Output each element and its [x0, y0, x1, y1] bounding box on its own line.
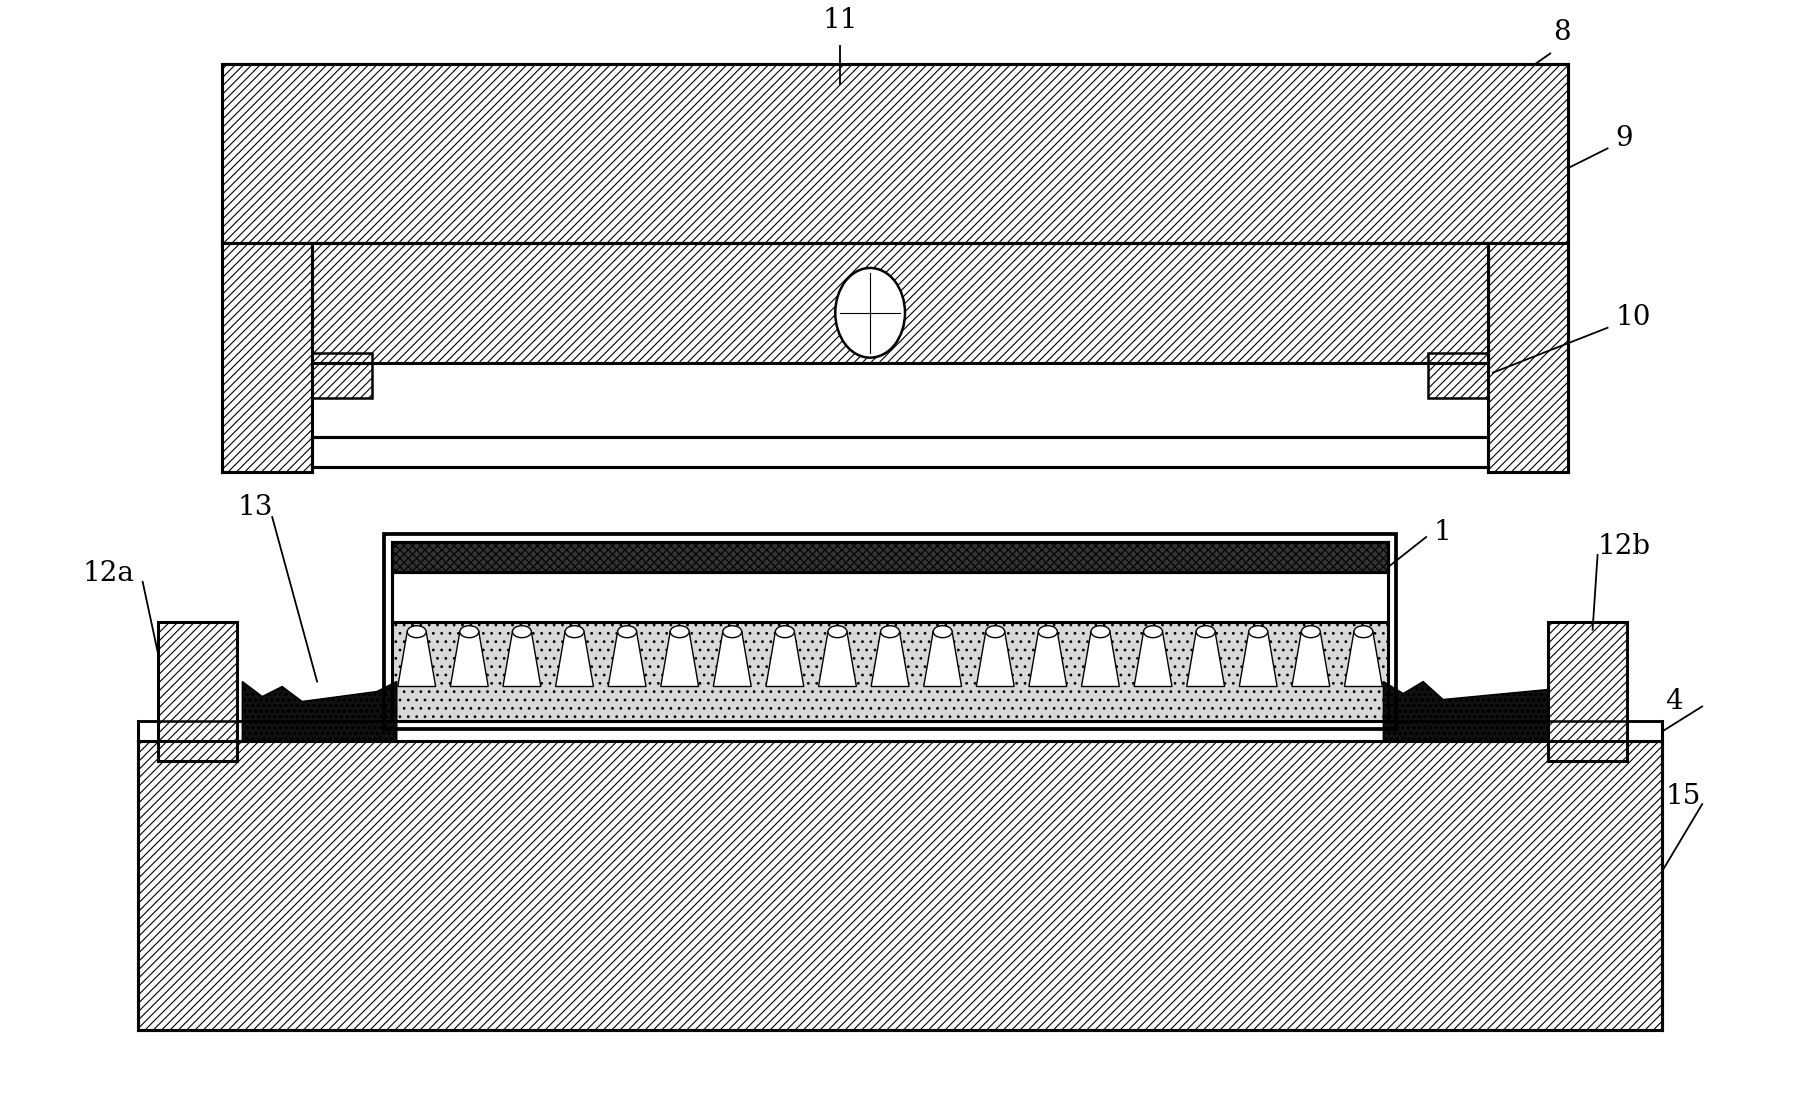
Ellipse shape	[985, 626, 1005, 637]
Text: 12a: 12a	[83, 560, 134, 587]
Ellipse shape	[513, 626, 531, 637]
Text: 9: 9	[1615, 125, 1634, 152]
Bar	[311, 243, 1489, 362]
Bar	[391, 572, 1389, 622]
Ellipse shape	[933, 626, 953, 637]
Ellipse shape	[723, 626, 743, 637]
Bar	[391, 622, 1389, 721]
Bar	[1489, 243, 1568, 472]
Polygon shape	[661, 632, 699, 686]
Bar	[138, 721, 1662, 741]
Ellipse shape	[775, 626, 795, 637]
Polygon shape	[1291, 632, 1329, 686]
Polygon shape	[398, 632, 436, 686]
Bar	[138, 741, 1662, 1031]
Ellipse shape	[1143, 626, 1163, 637]
Polygon shape	[1029, 632, 1067, 686]
Ellipse shape	[1090, 626, 1110, 637]
Polygon shape	[1344, 632, 1382, 686]
Ellipse shape	[670, 626, 690, 637]
Ellipse shape	[618, 626, 636, 637]
Ellipse shape	[407, 626, 426, 637]
Bar	[311, 437, 1489, 467]
Bar	[391, 542, 1389, 572]
Bar	[223, 243, 311, 472]
Polygon shape	[766, 632, 804, 686]
Text: 4: 4	[1666, 688, 1682, 714]
Ellipse shape	[880, 626, 900, 637]
Ellipse shape	[1355, 626, 1373, 637]
Ellipse shape	[565, 626, 583, 637]
Polygon shape	[556, 632, 594, 686]
Text: 10: 10	[1615, 304, 1652, 331]
Bar	[1548, 622, 1628, 761]
Polygon shape	[976, 632, 1014, 686]
Polygon shape	[924, 632, 962, 686]
Ellipse shape	[828, 626, 848, 637]
Polygon shape	[503, 632, 541, 686]
Text: 12b: 12b	[1597, 533, 1650, 560]
Text: 15: 15	[1666, 783, 1701, 809]
Ellipse shape	[1038, 626, 1058, 637]
Bar	[391, 542, 1389, 572]
Ellipse shape	[1195, 626, 1215, 637]
Polygon shape	[1384, 682, 1548, 741]
Text: 8: 8	[1552, 19, 1570, 46]
Polygon shape	[1081, 632, 1119, 686]
Ellipse shape	[835, 268, 906, 358]
Polygon shape	[714, 632, 752, 686]
Polygon shape	[1134, 632, 1172, 686]
Ellipse shape	[1302, 626, 1320, 637]
Text: 11: 11	[822, 7, 858, 34]
Polygon shape	[1239, 632, 1277, 686]
Bar	[311, 362, 1489, 437]
Polygon shape	[1186, 632, 1224, 686]
Ellipse shape	[460, 626, 478, 637]
Bar	[158, 622, 237, 761]
Ellipse shape	[1250, 626, 1268, 637]
Text: 1: 1	[1433, 519, 1451, 546]
Text: 13: 13	[237, 494, 273, 521]
Polygon shape	[608, 632, 647, 686]
Polygon shape	[819, 632, 857, 686]
Polygon shape	[871, 632, 909, 686]
Bar	[384, 534, 1396, 729]
Bar	[311, 352, 371, 398]
Polygon shape	[451, 632, 489, 686]
Bar	[1429, 352, 1489, 398]
Polygon shape	[243, 682, 397, 741]
Bar	[223, 64, 1568, 243]
